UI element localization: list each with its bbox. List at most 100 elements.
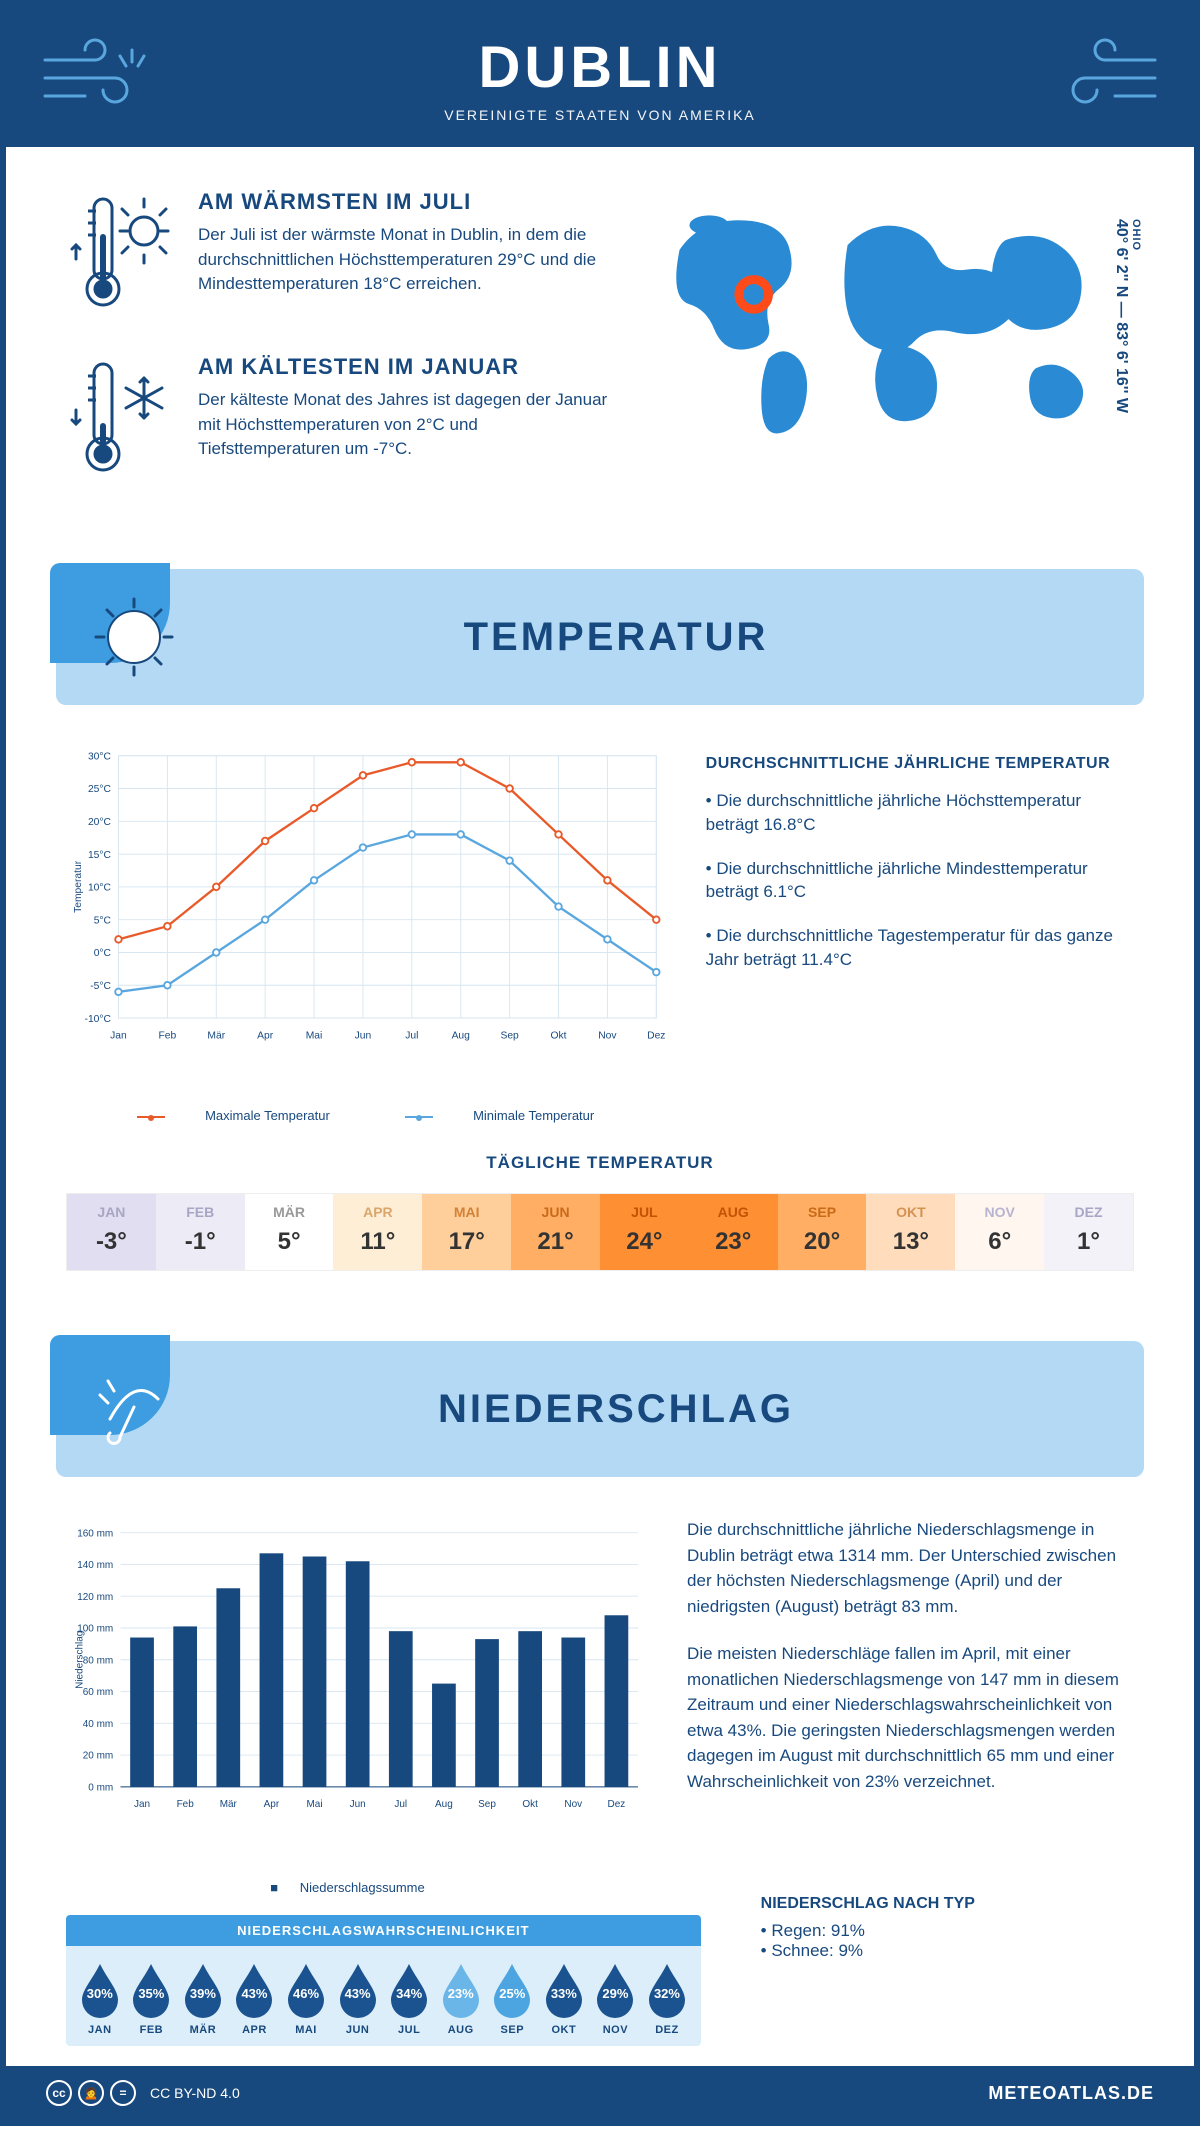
raindrop-icon: 33% [542, 1960, 586, 2018]
svg-text:Sep: Sep [500, 1031, 519, 1042]
svg-text:Aug: Aug [452, 1031, 471, 1042]
country-subtitle: VEREINIGTE STAATEN VON AMERIKA [26, 107, 1174, 123]
temp-bullet-1: • Die durchschnittliche jährliche Mindes… [706, 857, 1134, 905]
raindrop-icon: 29% [593, 1960, 637, 2018]
raindrop-icon: 23% [439, 1960, 483, 2018]
daily-heading: TÄGLICHE TEMPERATUR [66, 1153, 1134, 1173]
raindrop-icon: 43% [232, 1960, 276, 2018]
brand: METEOATLAS.DE [988, 2083, 1154, 2104]
thermometer-sun-icon [66, 189, 176, 324]
svg-text:Jun: Jun [355, 1031, 372, 1042]
svg-text:Jan: Jan [110, 1031, 127, 1042]
precip-type-heading: NIEDERSCHLAG NACH TYP [761, 1895, 1134, 1913]
svg-text:Dez: Dez [608, 1799, 626, 1810]
svg-text:Jul: Jul [394, 1799, 407, 1810]
precipitation-type: NIEDERSCHLAG NACH TYP • Regen: 91% • Sch… [761, 1895, 1194, 2001]
raindrop-icon: 46% [284, 1960, 328, 2018]
daily-cell: AUG23° [689, 1194, 778, 1270]
coordinates: OHIO 40° 6' 2'' N — 83° 6' 16'' W [1112, 219, 1142, 413]
svg-text:Okt: Okt [550, 1031, 566, 1042]
coords-text: 40° 6' 2'' N — 83° 6' 16'' W [1113, 219, 1130, 413]
prob-cell: 25%SEP [487, 1960, 539, 2036]
precip-p1: Die durchschnittliche jährliche Niedersc… [687, 1517, 1134, 1619]
nd-icon: = [110, 2080, 136, 2106]
daily-cell: MAI17° [422, 1194, 511, 1270]
state-label: OHIO [1130, 219, 1142, 407]
svg-text:20 mm: 20 mm [83, 1751, 113, 1762]
svg-text:20°C: 20°C [88, 817, 112, 828]
daily-cell: JUL24° [600, 1194, 689, 1270]
prob-cell: 23%AUG [435, 1960, 487, 2036]
svg-text:Mär: Mär [220, 1799, 238, 1810]
temperature-summary: DURCHSCHNITTLICHE JÄHRLICHE TEMPERATUR •… [706, 735, 1134, 1123]
intro-right: OHIO 40° 6' 2'' N — 83° 6' 16'' W [640, 189, 1134, 519]
svg-text:30°C: 30°C [88, 751, 112, 762]
temperature-legend: Maximale Temperatur Minimale Temperatur [66, 1108, 666, 1123]
daily-cell: OKT13° [866, 1194, 955, 1270]
temp-summary-heading: DURCHSCHNITTLICHE JÄHRLICHE TEMPERATUR [706, 755, 1134, 773]
daily-cell: FEB-1° [156, 1194, 245, 1270]
daily-cell: NOV6° [955, 1194, 1044, 1270]
prob-cell: 32%DEZ [641, 1960, 693, 2036]
temperature-heading: TEMPERATUR [118, 615, 1114, 660]
daily-cell: APR11° [333, 1194, 422, 1270]
umbrella-icon [90, 1365, 178, 1453]
precipitation-text: Die durchschnittliche jährliche Niedersc… [687, 1507, 1134, 1895]
temperature-banner: TEMPERATUR [56, 569, 1144, 705]
page-container: DUBLIN VEREINIGTE STAATEN VON AMERIKA [0, 0, 1200, 2126]
svg-text:-10°C: -10°C [85, 1014, 112, 1025]
thermometer-snow-icon [66, 354, 176, 489]
svg-text:15°C: 15°C [88, 850, 112, 861]
svg-text:10°C: 10°C [88, 883, 112, 894]
svg-text:25°C: 25°C [88, 784, 112, 795]
svg-text:0°C: 0°C [94, 948, 112, 959]
svg-text:Nov: Nov [564, 1799, 582, 1810]
svg-text:160 mm: 160 mm [77, 1528, 113, 1539]
precip-type-snow: • Schnee: 9% [761, 1941, 1134, 1961]
precipitation-banner: NIEDERSCHLAG [56, 1341, 1144, 1477]
temp-bullet-0: • Die durchschnittliche jährliche Höchst… [706, 789, 1134, 837]
svg-text:40 mm: 40 mm [83, 1719, 113, 1730]
footer: cc 🙍 = CC BY-ND 4.0 METEOATLAS.DE [6, 2066, 1194, 2120]
daily-cell: SEP20° [778, 1194, 867, 1270]
precip-type-rain: • Regen: 91% [761, 1921, 1134, 1941]
precip-legend-label: Niederschlagssumme [300, 1880, 425, 1895]
infographic-header: DUBLIN VEREINIGTE STAATEN VON AMERIKA [6, 6, 1194, 147]
sun-icon [90, 593, 178, 681]
prob-cell: 30%JAN [74, 1960, 126, 2036]
svg-text:-5°C: -5°C [90, 981, 111, 992]
svg-text:80 mm: 80 mm [83, 1655, 113, 1666]
svg-text:Okt: Okt [522, 1799, 538, 1810]
license-text: CC BY-ND 4.0 [150, 2085, 240, 2101]
svg-text:Jun: Jun [350, 1799, 366, 1810]
svg-text:Mär: Mär [207, 1031, 225, 1042]
svg-text:120 mm: 120 mm [77, 1592, 113, 1603]
svg-text:Feb: Feb [177, 1799, 195, 1810]
prob-cell: 35%FEB [126, 1960, 178, 2036]
prob-cell: 39%MÄR [177, 1960, 229, 2036]
daily-cell: MÄR5° [245, 1194, 334, 1270]
svg-text:Niederschlag: Niederschlag [74, 1631, 85, 1689]
intro-section: AM WÄRMSTEN IM JULI Der Juli ist der wär… [6, 147, 1194, 549]
legend-max: Maximale Temperatur [205, 1108, 330, 1123]
svg-text:Nov: Nov [598, 1031, 617, 1042]
raindrop-icon: 34% [387, 1960, 431, 2018]
precip-p2: Die meisten Niederschläge fallen im Apri… [687, 1641, 1134, 1794]
svg-text:Aug: Aug [435, 1799, 453, 1810]
legend-min: Minimale Temperatur [473, 1108, 594, 1123]
warmest-block: AM WÄRMSTEN IM JULI Der Juli ist der wär… [66, 189, 610, 324]
daily-cell: JUN21° [511, 1194, 600, 1270]
temp-bullet-2: • Die durchschnittliche Tagestemperatur … [706, 924, 1134, 972]
daily-cell: DEZ1° [1044, 1194, 1133, 1270]
svg-text:Temperatur: Temperatur [73, 860, 84, 913]
prob-body: 30%JAN 35%FEB 39%MÄR 43%APR 46%MAI 43%JU… [66, 1946, 701, 2046]
cc-icons: cc 🙍 = [46, 2080, 136, 2106]
svg-text:0 mm: 0 mm [88, 1782, 113, 1793]
prob-cell: 46%MAI [280, 1960, 332, 2036]
coldest-block: AM KÄLTESTEN IM JANUAR Der kälteste Mona… [66, 354, 610, 489]
svg-text:Feb: Feb [158, 1031, 176, 1042]
precipitation-probability: NIEDERSCHLAGSWAHRSCHEINLICHKEIT 30%JAN 3… [66, 1915, 701, 2046]
precipitation-row: 0 mm20 mm40 mm60 mm80 mm100 mm120 mm140 … [6, 1507, 1194, 1895]
prob-cell: 29%NOV [590, 1960, 642, 2036]
raindrop-icon: 35% [129, 1960, 173, 2018]
